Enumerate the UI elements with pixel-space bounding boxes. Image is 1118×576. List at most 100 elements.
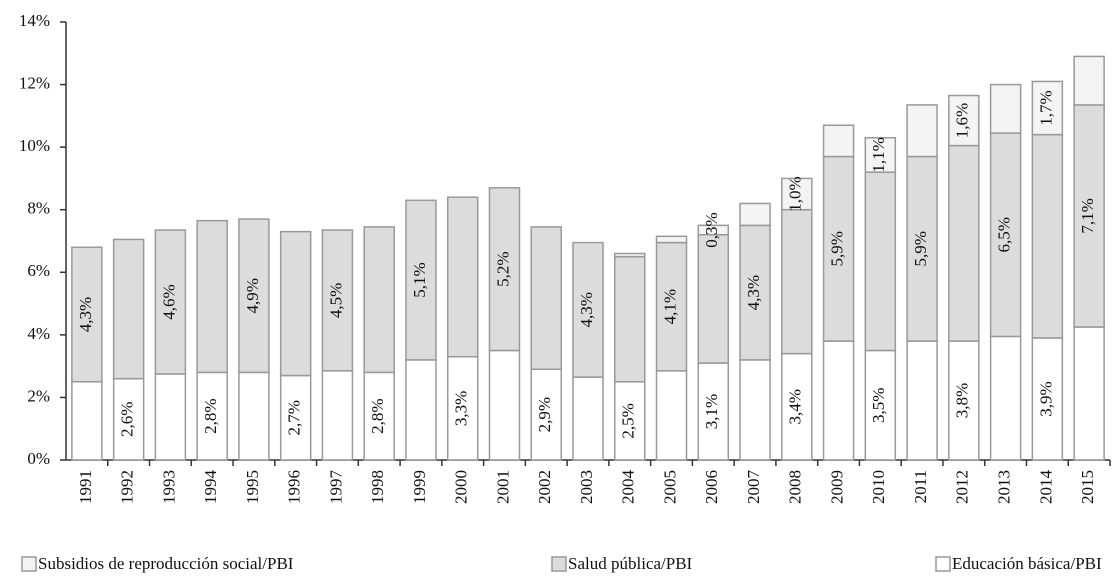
bar-segment <box>238 218 270 374</box>
x-tick-label: 1999 <box>410 470 429 504</box>
bar-segment <box>321 370 354 461</box>
x-tick-label: 2013 <box>995 470 1014 504</box>
bar-segment <box>446 356 479 461</box>
bar-segment <box>572 241 604 378</box>
bar-segment <box>196 371 228 461</box>
y-tick-label: 14% <box>19 11 50 30</box>
value-label: 7,1% <box>1078 198 1097 233</box>
y-tick-label: 10% <box>19 136 50 155</box>
bar-segment <box>989 83 1022 134</box>
bar-segment <box>655 235 688 244</box>
value-label: 5,9% <box>911 231 930 266</box>
x-tick-label: 2010 <box>869 470 888 504</box>
x-tick-label: 2015 <box>1078 470 1097 504</box>
bar-segment <box>655 370 688 461</box>
value-label: 1,6% <box>953 103 972 138</box>
value-label: 5,1% <box>410 262 429 297</box>
y-tick-label: 6% <box>27 261 50 280</box>
value-label: 3,9% <box>1036 381 1055 416</box>
bar-segment <box>822 124 855 158</box>
bar-segment <box>1073 326 1105 461</box>
bar-segment <box>530 226 562 371</box>
bar-segment <box>363 226 395 374</box>
bar-segment <box>1073 104 1105 328</box>
bar-segment <box>488 349 521 461</box>
bar-segment <box>1073 55 1105 106</box>
x-tick-label: 2005 <box>660 470 679 504</box>
y-tick-label: 12% <box>19 73 50 92</box>
value-label: 3,1% <box>702 394 721 429</box>
value-label: 2,7% <box>285 400 304 435</box>
bar-segment <box>154 229 187 375</box>
bar-segment <box>822 340 855 461</box>
value-label: 4,3% <box>76 297 95 332</box>
x-tick-label: 2002 <box>535 470 554 504</box>
x-tick-label: 2006 <box>702 470 721 504</box>
x-tick-label: 1991 <box>76 470 95 504</box>
legend-label: Salud pública/PBI <box>568 554 693 573</box>
value-label: 2,6% <box>118 402 137 437</box>
x-tick-label: 2003 <box>577 470 596 504</box>
x-tick-label: 1995 <box>243 470 262 504</box>
bar-segment <box>697 224 730 236</box>
bar-segment <box>655 241 688 372</box>
value-label: 3,5% <box>869 388 888 423</box>
bar-segment <box>279 230 312 377</box>
value-label: 2,9% <box>535 397 554 432</box>
x-tick-label: 1994 <box>201 470 220 505</box>
bar-segment <box>864 137 897 173</box>
value-label: 1,0% <box>786 176 805 211</box>
value-label: 1,1% <box>869 137 888 172</box>
value-label: 5,2% <box>493 251 512 286</box>
value-label: 6,5% <box>995 217 1014 252</box>
bar-segment <box>112 238 145 380</box>
bar-segment <box>948 94 980 147</box>
value-label: 4,9% <box>243 278 262 313</box>
x-tick-label: 2004 <box>619 470 638 505</box>
bar-segment <box>530 368 562 461</box>
bar-segment <box>488 187 521 352</box>
value-label: 1,7% <box>1036 90 1055 125</box>
bar-segment <box>614 255 646 383</box>
bar-segment <box>1031 80 1064 136</box>
value-label: 3,8% <box>953 383 972 418</box>
bar-segment <box>864 349 897 461</box>
bar-segment <box>989 335 1022 461</box>
x-tick-label: 2011 <box>911 470 930 503</box>
value-label: 2,5% <box>619 403 638 438</box>
x-tick-label: 2008 <box>786 470 805 504</box>
legend-swatch <box>935 556 951 572</box>
value-label: 2,8% <box>368 398 387 433</box>
bar-segment <box>906 155 938 342</box>
bar-segment <box>321 229 354 372</box>
bar-segment <box>739 359 771 461</box>
bar-segment <box>781 177 813 211</box>
bar-segment <box>906 104 938 158</box>
x-tick-label: 2000 <box>452 470 471 504</box>
x-tick-label: 1998 <box>368 470 387 504</box>
value-label: 4,1% <box>660 289 679 324</box>
bar-segment <box>781 352 813 461</box>
bar-segment <box>1031 337 1064 461</box>
bar-segment <box>279 374 312 461</box>
bar-segment <box>739 202 771 227</box>
value-label: 4,5% <box>326 283 345 318</box>
bar-segment <box>864 171 897 352</box>
value-label: 4,3% <box>577 292 596 327</box>
x-tick-label: 1993 <box>159 470 178 504</box>
value-label: 5,9% <box>827 231 846 266</box>
x-tick-label: 2009 <box>827 470 846 504</box>
legend-label: Subsidios de reproducción social/PBI <box>38 554 294 573</box>
legend-swatch <box>21 556 37 572</box>
x-tick-label: 2007 <box>744 470 763 505</box>
bar-segment <box>697 233 730 364</box>
bar-segment <box>196 219 228 374</box>
bar-segment <box>822 155 855 342</box>
legend-swatch <box>551 556 567 572</box>
bar-segment <box>154 373 187 461</box>
x-tick-label: 1996 <box>285 470 304 504</box>
x-tick-label: 2014 <box>1036 470 1055 505</box>
bar-segment <box>446 196 479 358</box>
